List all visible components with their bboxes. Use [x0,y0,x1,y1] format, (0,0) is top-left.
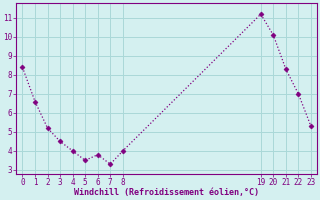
X-axis label: Windchill (Refroidissement éolien,°C): Windchill (Refroidissement éolien,°C) [74,188,259,197]
